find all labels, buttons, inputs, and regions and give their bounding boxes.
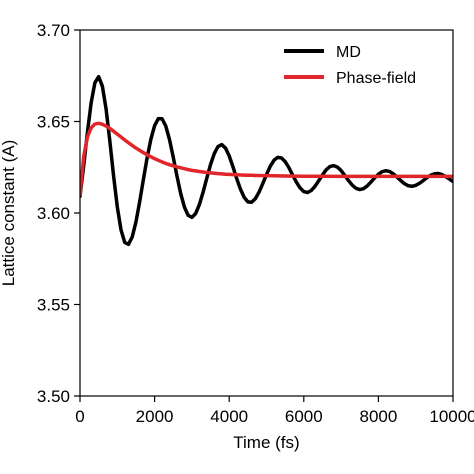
x-tick-label: 0 (75, 407, 84, 426)
legend: MD Phase-field (284, 44, 416, 87)
y-tick-label: 3.50 (37, 387, 70, 406)
y-tick-label: 3.65 (37, 113, 70, 132)
x-tick-label: 10000 (429, 407, 474, 426)
legend-label-phase-field: Phase-field (336, 70, 416, 87)
y-tick-label: 3.60 (37, 204, 70, 223)
x-tick-label: 4000 (210, 407, 248, 426)
x-tick-label: 2000 (136, 407, 174, 426)
y-tick-label: 3.55 (37, 296, 70, 315)
series-line-phase-field (80, 121, 453, 197)
y-axis: 3.50 3.55 3.60 3.65 3.70 (37, 21, 80, 406)
x-axis-label: Time (fs) (233, 433, 299, 452)
series-layer (80, 74, 453, 247)
x-tick-label: 8000 (359, 407, 397, 426)
x-axis: 0 2000 4000 6000 8000 10000 (75, 396, 474, 426)
legend-label-md: MD (336, 44, 361, 61)
y-tick-label: 3.70 (37, 21, 70, 40)
x-tick-label: 6000 (285, 407, 323, 426)
y-axis-label: Lattice constant (A) (0, 140, 18, 286)
